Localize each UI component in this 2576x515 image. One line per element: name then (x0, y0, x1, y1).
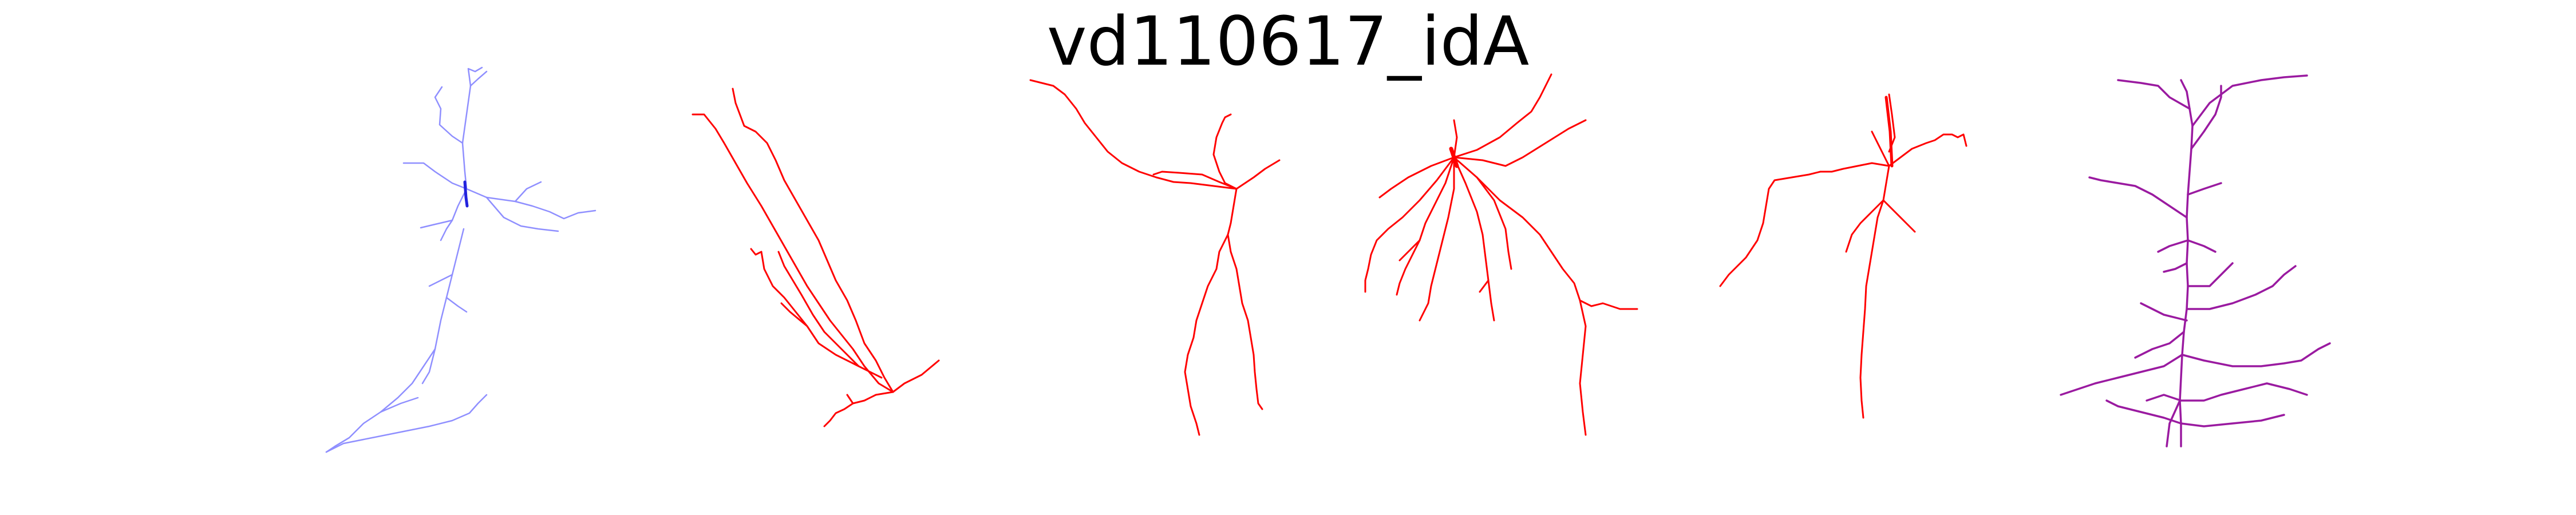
morphology-panel-4 (1364, 73, 1638, 436)
morphology-panel-3 (1029, 79, 1281, 436)
morphology-panel-2 (692, 88, 940, 427)
morphology-panel-4-soma (1449, 146, 1459, 168)
morphology-panel-1 (325, 66, 596, 453)
morphology-panel-5-primary (1884, 96, 1894, 168)
morphology-panel-5 (1719, 93, 1967, 419)
figure-title: vd110617_idA (1046, 2, 1530, 81)
morphology-panel-6 (2060, 74, 2331, 447)
morphology-panel-1-soma (463, 180, 469, 208)
